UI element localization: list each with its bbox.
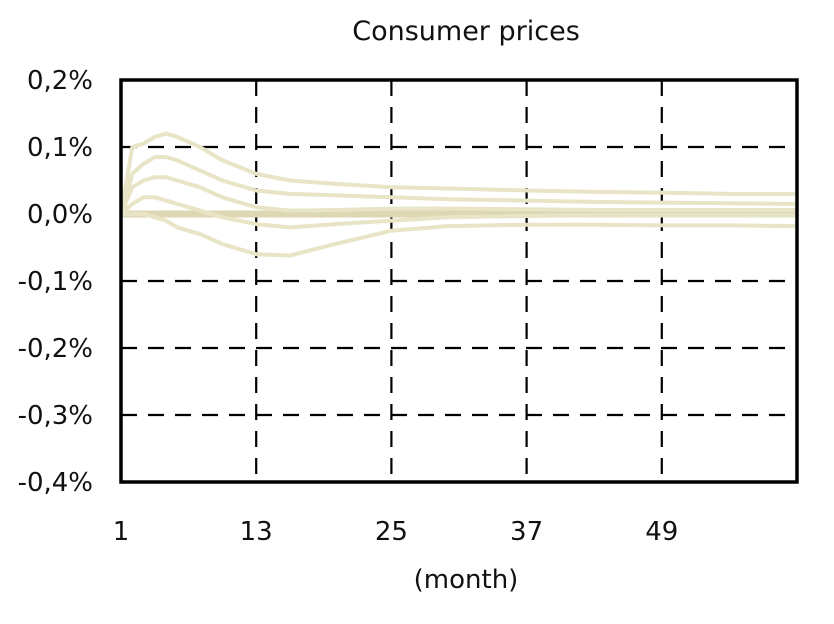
x-tick-label: 13 xyxy=(240,517,273,547)
plot-frame xyxy=(119,78,799,484)
plot-border xyxy=(119,78,799,484)
series-line-4 xyxy=(119,195,799,230)
series-line-3 xyxy=(119,175,799,216)
gridlines xyxy=(121,80,797,482)
y-tick-label: 0,0% xyxy=(27,200,93,230)
y-tick-label: 0,2% xyxy=(27,66,93,96)
chart-title: Consumer prices xyxy=(352,16,580,47)
x-axis-ticks: 1 13 25 37 49 xyxy=(113,517,679,547)
y-tick-label: -0,1% xyxy=(18,267,93,297)
y-axis-ticks: 0,2% 0,1% 0,0% -0,1% -0,2% -0,3% -0,4% xyxy=(18,66,93,498)
x-tick-label: 37 xyxy=(510,517,543,547)
y-tick-label: 0,1% xyxy=(27,133,93,163)
y-tick-label: -0,2% xyxy=(18,334,93,364)
x-axis-label: (month) xyxy=(414,565,519,595)
x-tick-label: 25 xyxy=(375,517,408,547)
series-line-5 xyxy=(119,212,799,258)
series-line-2 xyxy=(119,155,799,216)
series-lines xyxy=(119,131,799,258)
series-line-1 xyxy=(119,131,799,216)
y-tick-label: -0,4% xyxy=(18,468,93,498)
x-tick-label: 49 xyxy=(645,517,678,547)
y-tick-label: -0,3% xyxy=(18,401,93,431)
x-tick-label: 1 xyxy=(113,517,130,547)
